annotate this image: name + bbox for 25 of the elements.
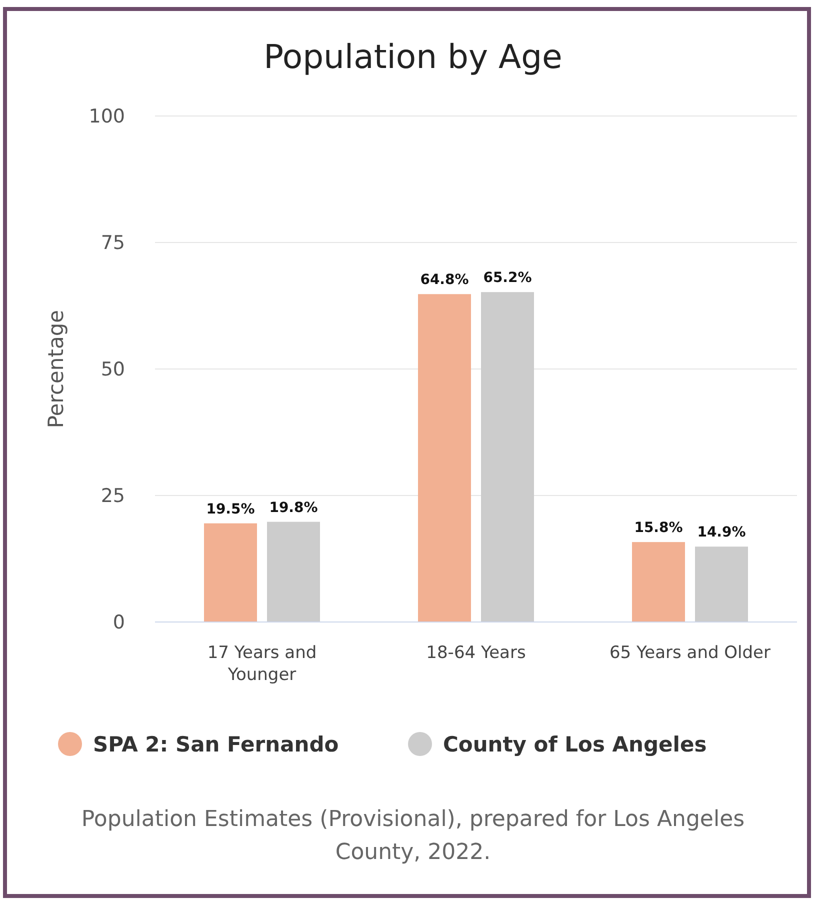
y-tick-label: 25 [100,485,125,508]
data-label: 64.8% [420,272,469,288]
legend-label: SPA 2: San Fernando [93,732,339,756]
y-tick-label: 50 [100,358,125,381]
x-tick-label: 65 Years and Older [609,643,771,663]
legend-label: County of Los Angeles [443,732,707,756]
chart-title: Population by Age [264,37,562,76]
bar [632,542,685,622]
bar [267,522,320,622]
bar [204,523,257,622]
data-label: 19.8% [269,500,318,516]
data-label: 19.5% [206,501,255,518]
y-tick-label: 75 [100,232,125,254]
data-label: 15.8% [634,520,683,536]
bar [695,546,748,622]
y-axis-title: Percentage [44,310,68,428]
x-tick-label: 17 Years and Younger [207,643,317,685]
data-label: 14.9% [697,524,746,541]
text: Population Estimates (Provisional), prepared for Los Angeles County, 2022. [81,807,745,865]
bar [418,294,471,622]
bar [481,292,534,622]
data-label: 65.2% [483,270,532,286]
x-tick-label: 18-64 Years [426,643,526,663]
y-tick-label: 100 [88,106,125,128]
y-tick-label: 0 [112,612,125,634]
